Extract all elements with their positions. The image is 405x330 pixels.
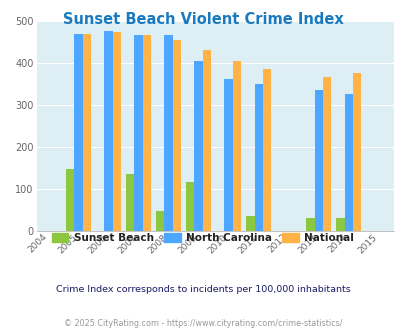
- Text: Sunset Beach Violent Crime Index: Sunset Beach Violent Crime Index: [62, 12, 343, 26]
- Bar: [202, 50, 211, 231]
- Bar: [245, 216, 254, 231]
- Bar: [335, 218, 344, 231]
- Legend: Sunset Beach, North Carolina, National: Sunset Beach, North Carolina, National: [47, 229, 358, 247]
- Bar: [224, 79, 232, 231]
- Bar: [104, 31, 113, 231]
- Bar: [232, 61, 241, 231]
- Bar: [66, 169, 74, 231]
- Bar: [344, 93, 352, 231]
- Bar: [74, 34, 83, 231]
- Bar: [305, 218, 314, 231]
- Text: Crime Index corresponds to incidents per 100,000 inhabitants: Crime Index corresponds to incidents per…: [55, 285, 350, 294]
- Bar: [156, 211, 164, 231]
- Bar: [126, 175, 134, 231]
- Bar: [322, 77, 330, 231]
- Bar: [173, 40, 181, 231]
- Bar: [254, 84, 262, 231]
- Bar: [164, 35, 173, 231]
- Bar: [113, 32, 121, 231]
- Bar: [314, 90, 322, 231]
- Bar: [134, 35, 143, 231]
- Bar: [194, 61, 202, 231]
- Bar: [262, 69, 271, 231]
- Bar: [352, 73, 360, 231]
- Text: © 2025 CityRating.com - https://www.cityrating.com/crime-statistics/: © 2025 CityRating.com - https://www.city…: [64, 319, 341, 328]
- Bar: [83, 34, 91, 231]
- Bar: [143, 35, 151, 231]
- Bar: [185, 182, 194, 231]
